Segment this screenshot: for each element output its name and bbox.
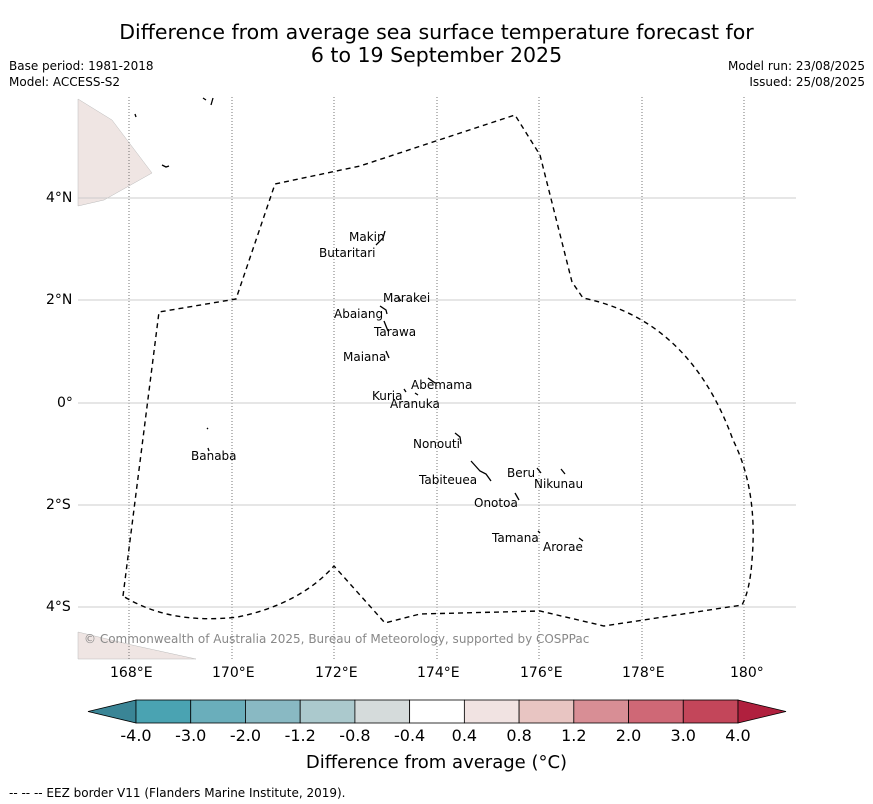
model-run: Model run: 23/08/2025 xyxy=(727,59,865,73)
label-tabiteuea: Tabiteuea xyxy=(419,473,478,487)
colorbar-bin-8 xyxy=(573,699,629,724)
title-line-1: Difference from average sea surface temp… xyxy=(119,20,754,44)
colorbar-tick-label: 0.8 xyxy=(506,726,532,745)
label-aranuka: Aranuka xyxy=(390,397,440,411)
label-maiana: Maiana xyxy=(343,350,387,364)
colorbar-label: Difference from average (°C) xyxy=(305,752,568,773)
colorbar-tick-label: -3.0 xyxy=(175,726,207,745)
label-abaiang: Abaiang xyxy=(334,307,384,321)
colorbar-tick-label: -1.2 xyxy=(284,726,316,745)
model-name: Model: ACCESS-S2 xyxy=(9,75,121,89)
colorbar-tick-label: 0.4 xyxy=(451,726,478,745)
label-nikunau: Nikunau xyxy=(534,477,584,491)
colorbar-tick-label: 1.2 xyxy=(561,726,587,745)
label-beru: Beru xyxy=(507,466,536,480)
colorbar-bin-6 xyxy=(463,699,520,724)
colorbar-extend-low xyxy=(87,699,137,724)
colorbar-bin-5 xyxy=(409,699,465,724)
label-onotoa: Onotoa xyxy=(474,496,518,510)
colorbar-bin-10 xyxy=(682,699,739,724)
run-info: Model run: 23/08/2025 Issued: 25/08/2025 xyxy=(728,58,865,90)
issued-date: Issued: 25/08/2025 xyxy=(749,75,865,89)
label-tarawa: Tarawa xyxy=(374,325,417,339)
base-period: Base period: 1981-2018 xyxy=(9,59,154,73)
eez-footnote: -- -- -- EEZ border V11 (Flanders Marine… xyxy=(9,786,346,800)
label-abemama: Abemama xyxy=(411,378,473,392)
map-title: Difference from average sea surface temp… xyxy=(0,21,873,67)
land-areas xyxy=(77,98,197,660)
parallels xyxy=(78,197,796,608)
lon-tick-174e: 174°E xyxy=(417,665,460,681)
title-line-2: 6 to 19 September 2025 xyxy=(310,43,563,67)
label-makin: Makin xyxy=(349,230,385,244)
colorbar-tick-label: -4.0 xyxy=(120,726,152,745)
colorbar-bin-3 xyxy=(299,699,356,724)
land-nw xyxy=(77,98,153,207)
lat-tick-4s: 4°S xyxy=(46,599,71,615)
colorbar-bin-0 xyxy=(135,699,192,724)
lat-tick-0: 0° xyxy=(57,395,73,411)
lon-tick-170e: 170°E xyxy=(212,665,255,681)
colorbar-extend-high xyxy=(737,699,787,724)
label-marakei: Marakei xyxy=(383,291,431,305)
lon-tick-178e: 178°E xyxy=(622,665,665,681)
land-sw xyxy=(77,631,197,660)
colorbar-tick-label: 3.0 xyxy=(670,726,696,745)
colorbar-bin-1 xyxy=(190,699,246,724)
eez-border xyxy=(122,114,754,627)
colorbar-bin-9 xyxy=(628,699,684,724)
island-shapes xyxy=(134,97,584,542)
lon-tick-172e: 172°E xyxy=(315,665,358,681)
label-nonouti: Nonouti xyxy=(413,437,460,451)
colorbar-bin-7 xyxy=(518,699,575,724)
label-kuria: Kuria xyxy=(372,389,403,403)
colorbar-bin-4 xyxy=(354,699,411,724)
label-tamana: Tamana xyxy=(492,531,539,545)
colorbar-tick-label: -0.4 xyxy=(394,726,426,745)
label-banaba: Banaba xyxy=(191,449,237,463)
colorbar-tick-label: 4.0 xyxy=(725,726,751,745)
colorbar-swatches xyxy=(87,699,787,724)
lon-tick-176e: 176°E xyxy=(520,665,563,681)
colorbar-bin-2 xyxy=(245,699,301,724)
lon-tick-180: 180° xyxy=(730,665,764,681)
colorbar-tick-label: -2.0 xyxy=(229,726,262,745)
model-info: Base period: 1981-2018 Model: ACCESS-S2 xyxy=(9,58,154,90)
colorbar-tick-label: 2.0 xyxy=(615,726,642,745)
lat-tick-4n: 4°N xyxy=(46,190,73,206)
lat-tick-2n: 2°N xyxy=(46,292,73,308)
label-arorae: Arorae xyxy=(543,540,583,554)
colorbar-tick-label: -0.8 xyxy=(339,726,371,745)
lat-tick-2s: 2°S xyxy=(46,497,71,513)
lon-tick-168e: 168°E xyxy=(110,665,153,681)
label-butaritari: Butaritari xyxy=(319,246,376,260)
copyright-notice: © Commonwealth of Australia 2025, Bureau… xyxy=(84,632,590,646)
